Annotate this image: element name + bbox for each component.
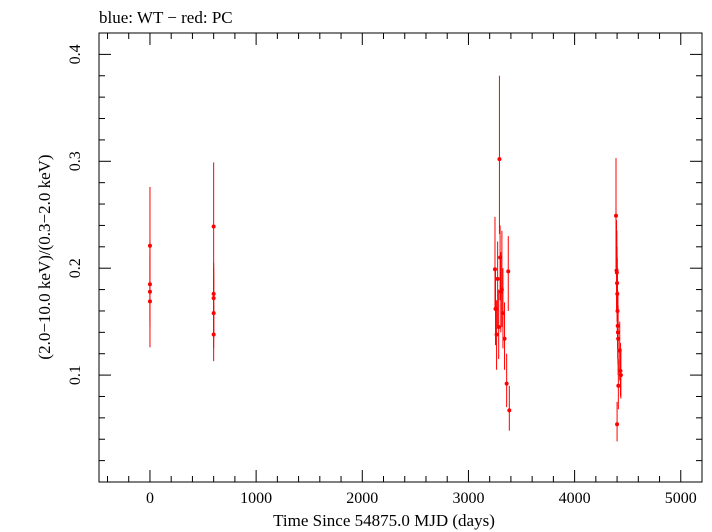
data-point [147, 299, 152, 304]
data-point [211, 224, 216, 229]
data-point [616, 336, 621, 341]
x-tick-label: 2000 [346, 490, 378, 507]
data-point [500, 311, 505, 316]
x-axis-label: Time Since 54875.0 MJD (days) [273, 511, 495, 530]
data-point [497, 157, 502, 162]
x-tick-label: 4000 [559, 490, 591, 507]
data-point [504, 381, 509, 386]
y-tick-label: 0.3 [67, 151, 84, 171]
plot-frame [98, 32, 703, 483]
data-point [615, 422, 620, 427]
chart-title: blue: WT − red: PC [99, 8, 233, 27]
data-point [616, 383, 621, 388]
x-tick-label: 5000 [665, 490, 697, 507]
data-point [492, 267, 497, 272]
x-tick-label: 0 [146, 490, 154, 507]
y-tick-label: 0.2 [67, 258, 84, 278]
data-point [618, 373, 623, 378]
data-point [507, 408, 512, 413]
y-axis-label: (2.0−10.0 keV)/(0.3−2.0 keV) [35, 154, 54, 359]
x-tick-label: 1000 [240, 490, 272, 507]
data-point [496, 324, 501, 329]
axis-tick-labels: 0 1000 2000 3000 4000 5000 0.1 0.2 0.3 0.4 [67, 44, 697, 507]
data-point [502, 336, 507, 341]
data-point [495, 276, 500, 281]
y-tick-label: 0.1 [67, 365, 84, 385]
data-point [211, 332, 216, 337]
data-point [506, 269, 511, 274]
data-point [494, 332, 499, 337]
data-point [614, 213, 619, 218]
y-tick-label: 0.4 [67, 44, 84, 64]
axis-ticks [99, 32, 703, 482]
data-points [147, 75, 623, 442]
x-tick-label: 3000 [452, 490, 484, 507]
